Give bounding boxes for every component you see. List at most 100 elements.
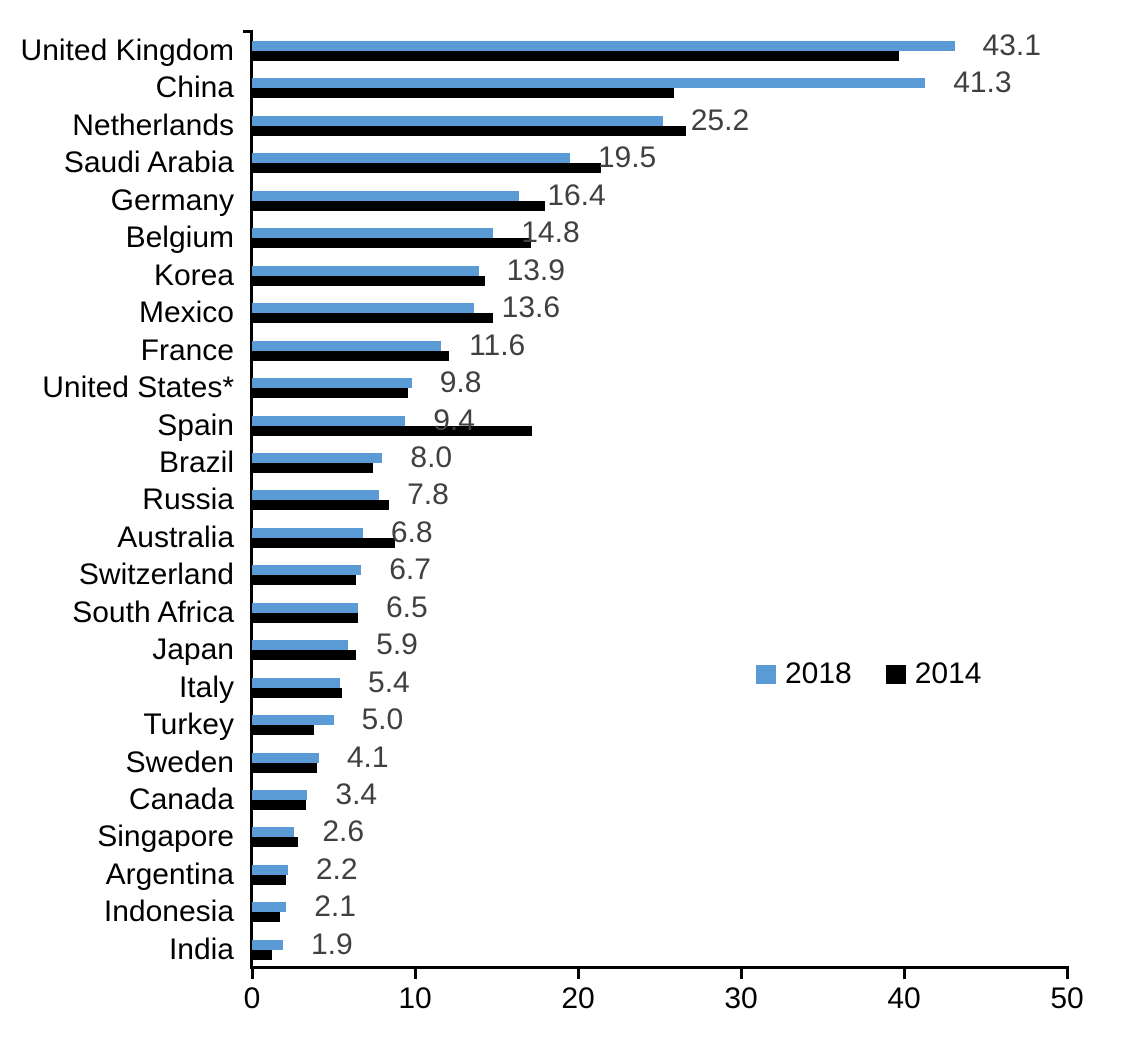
bar-2018: [252, 565, 362, 576]
category-label: Brazil: [158, 445, 234, 479]
category-label: Korea: [153, 258, 234, 292]
legend-item-2018: 2018: [756, 658, 852, 690]
x-tick-mark: [576, 969, 580, 979]
bar-2014: [252, 874, 287, 885]
value-label: 1.9: [310, 927, 353, 961]
bar-2014: [252, 537, 396, 548]
bar-2014: [252, 425, 533, 436]
bar-2014: [252, 650, 357, 661]
x-tick-label: 50: [1050, 982, 1084, 1015]
x-tick-label: 40: [887, 982, 921, 1015]
bar-row: United Kingdom 43.1: [0, 30, 1123, 68]
value-label: 6.5: [385, 590, 428, 624]
bar-row: Sweden 4.1: [0, 741, 1123, 780]
bar-2018: [252, 378, 412, 389]
bar-2014: [252, 125, 686, 136]
bar-2014: [252, 762, 318, 773]
bar-2014: [252, 350, 450, 361]
bar-2014: [252, 275, 486, 286]
bar-row: Mexico 13.6: [0, 292, 1123, 330]
value-label: 5.9: [376, 628, 418, 662]
category-label: Turkey: [143, 708, 234, 742]
value-label: 5.4: [368, 665, 410, 699]
bar-2014: [252, 462, 373, 473]
value-label: 19.5: [597, 141, 657, 175]
category-label: Germany: [110, 183, 234, 217]
category-label: United States*: [42, 371, 234, 405]
bar-2018: [252, 115, 663, 126]
bar-2014: [252, 200, 546, 211]
x-tick-label: 30: [724, 982, 758, 1015]
legend-swatch-2018-icon: [756, 664, 776, 684]
category-label: Netherlands: [72, 108, 234, 142]
value-label: 9.8: [439, 366, 482, 400]
category-label: Singapore: [97, 820, 234, 854]
bar-2018: [252, 78, 926, 89]
bar-2018: [252, 902, 287, 913]
bar-2014: [252, 88, 675, 99]
category-label: Russia: [142, 483, 234, 517]
bar-2018: [252, 939, 283, 950]
bar-row: Belgium 14.8: [0, 217, 1123, 255]
bar-row: Turkey 5.0: [0, 704, 1123, 742]
bar-2018: [252, 527, 363, 538]
y-axis-top-tick: [243, 30, 251, 33]
bar-2014: [252, 687, 342, 698]
category-label: Argentina: [105, 857, 234, 891]
bar-2018: [252, 303, 474, 314]
bar-2018: [252, 415, 406, 426]
category-label: Belgium: [125, 221, 234, 255]
bar-row: Germany 16.4: [0, 179, 1123, 218]
bar-2018: [252, 452, 383, 463]
bar-row: Canada 3.4: [0, 779, 1123, 817]
bar-2018: [252, 752, 319, 763]
value-label: 3.4: [335, 778, 378, 811]
bar-2018: [252, 677, 341, 688]
bar-2018: [252, 790, 308, 800]
value-label: 6.7: [389, 553, 431, 587]
value-label: 2.6: [322, 815, 365, 849]
bar-2018: [252, 640, 349, 651]
legend-label-2014: 2014: [914, 657, 982, 690]
bar-row: Korea 13.9: [0, 253, 1123, 293]
x-tick-label: 0: [243, 982, 261, 1015]
bar-row: Switzerland 6.7: [0, 554, 1123, 592]
bar-2018: [252, 490, 380, 501]
legend-swatch-2014-icon: [885, 664, 906, 684]
bar-2014: [252, 163, 601, 174]
value-label: 8.0: [410, 440, 453, 474]
category-label: Indonesia: [103, 895, 234, 929]
x-tick-label: 20: [561, 982, 595, 1015]
value-label: 6.8: [390, 515, 433, 549]
bar-row: India 1.9: [0, 927, 1123, 967]
category-label: United Kingdom: [20, 34, 234, 67]
category-label: South Africa: [72, 595, 234, 629]
legend-item-2014: 2014: [885, 657, 982, 690]
value-label: 43.1: [982, 29, 1041, 62]
value-label: 13.9: [506, 253, 565, 287]
bar-row: Russia 7.8: [0, 479, 1123, 517]
bar-2014: [252, 238, 531, 249]
bar-2018: [252, 153, 570, 164]
value-label: 14.8: [521, 216, 580, 250]
bar-2018: [252, 265, 479, 276]
category-label: Japan: [152, 633, 234, 667]
bar-row: Spain 9.4: [0, 404, 1123, 443]
bar-row: Italy 5.4: [0, 665, 1123, 705]
value-label: 2.2: [315, 852, 358, 886]
bar-row: Brazil 8.0: [0, 440, 1123, 480]
bar-row: United States* 9.8: [0, 367, 1123, 405]
bar-row: Argentina 2.2: [0, 852, 1123, 892]
bar-row: South Africa 6.5: [0, 590, 1123, 630]
bar-2018: [252, 864, 288, 875]
bar-row: France 11.6: [0, 329, 1123, 368]
category-label: Australia: [117, 520, 234, 554]
bar-row: Australia 6.8: [0, 515, 1123, 555]
bar-row: Japan 5.9: [0, 629, 1123, 667]
bar-2014: [252, 725, 314, 736]
legend: 2018 2014: [756, 658, 982, 690]
bar-2018: [252, 602, 358, 613]
category-label: Saudi Arabia: [63, 146, 234, 180]
bar-row: Indonesia 2.1: [0, 891, 1123, 929]
